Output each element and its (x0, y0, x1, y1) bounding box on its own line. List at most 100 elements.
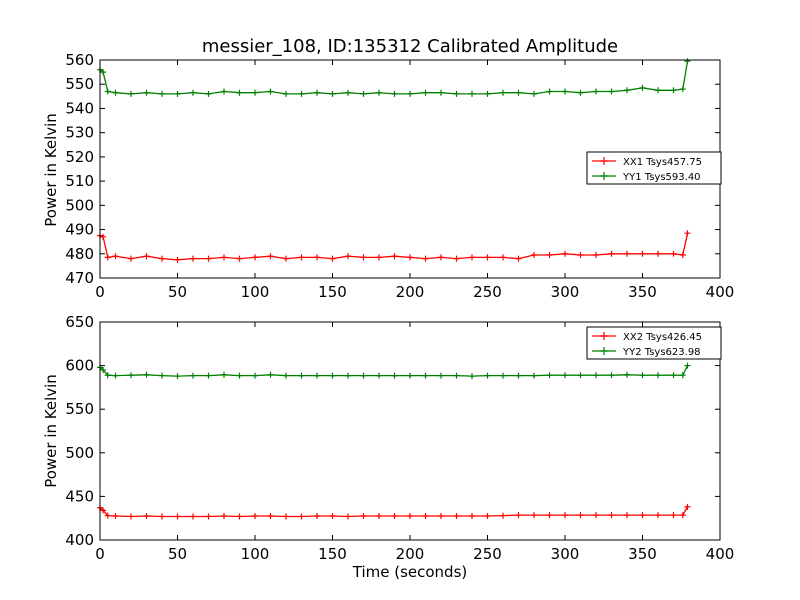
bottom-plot-x-tick-label: 0 (95, 545, 105, 563)
bottom-plot-y-tick-label: 400 (65, 531, 94, 549)
bottom-plot-series-1-point (531, 512, 537, 519)
top-plot-series-1-point (679, 251, 686, 258)
top-plot-series-1-point (438, 254, 444, 261)
top-plot-series-1-point (112, 253, 119, 260)
bottom-plot-series-2-point (639, 372, 646, 379)
bottom-plot-series-1-point (515, 512, 522, 519)
bottom-plot-series-1-point (624, 512, 630, 519)
top-plot-series-1-point (143, 253, 150, 260)
bottom-plot-series-2-point (608, 372, 615, 379)
top-plot-series-2-point (608, 88, 615, 95)
top-plot-series-1-point (500, 254, 506, 261)
bottom-plot-series-1-point (376, 513, 382, 520)
top-plot-series-2-point (500, 89, 506, 96)
bottom-plot-y-tick-label: 500 (65, 444, 94, 462)
top-plot-series-1-point (267, 253, 274, 260)
bottom-plot-series-2-point (100, 366, 107, 373)
bottom-plot-y-tick-label: 650 (65, 313, 94, 331)
bottom-plot-series-1-point (546, 512, 553, 519)
bottom-plot-series-1-point (267, 513, 274, 520)
bottom-plot-series-1-point (407, 513, 413, 520)
top-plot-legend-marker (600, 157, 608, 165)
bottom-plot-y-tick-label: 600 (65, 357, 94, 375)
bottom-plot-x-tick-label: 100 (241, 545, 270, 563)
top-plot-series-2-point (236, 89, 243, 96)
bottom-plot-series-1-point (422, 513, 429, 520)
bottom-plot-legend-marker (600, 347, 608, 355)
top-plot-legend-marker (600, 172, 608, 180)
top-plot-series-2-point (345, 89, 351, 96)
top-plot-x-tick-label: 50 (168, 283, 187, 301)
top-plot-series-1-point (422, 255, 429, 262)
bottom-plot-legend: XX2 Tsys426.45 YY2 Tsys623.98 (586, 326, 722, 360)
bottom-plot-series-1-point (500, 512, 506, 519)
top-plot-series-2-point (639, 84, 646, 91)
bottom-plot-x-tick-label: 200 (396, 545, 425, 563)
top-plot-series-2-point (670, 87, 677, 94)
bottom-plot-series-1-point (360, 513, 367, 520)
bottom-plot-series-1-point (484, 513, 491, 520)
top-plot-y-tick-label: 520 (65, 148, 94, 166)
bottom-plot-series-1-point (143, 513, 150, 520)
bottom-plot-series-1-point (236, 513, 243, 520)
top-plot-series-2-point (422, 89, 429, 96)
top-plot-series-1-point (453, 255, 460, 262)
bottom-plot-series-1-point (329, 513, 336, 520)
top-plot-y-tick-label: 550 (65, 75, 94, 93)
top-plot-series-2-point (407, 90, 413, 97)
bottom-plot-series-2-point (453, 372, 460, 379)
top-plot-series-1-point (531, 251, 537, 258)
bottom-plot-series-2-point (407, 372, 413, 379)
top-plot-x-tick-label: 300 (551, 283, 580, 301)
bottom-plot-series-2-point (684, 362, 691, 369)
bottom-plot-series-2-point (104, 372, 111, 379)
top-plot-series-1-point (407, 254, 413, 261)
bottom-plot-x-tick-label: 350 (628, 545, 657, 563)
bottom-plot-series-1-point (314, 513, 320, 520)
bottom-plot-series-2-point (329, 372, 336, 379)
top-plot-series-2-point (205, 90, 212, 97)
bottom-plot-x-tick-label: 250 (473, 545, 502, 563)
top-plot-series-2-point (252, 89, 258, 96)
top-plot-series-2-point (283, 90, 289, 97)
bottom-plot-series-1-point (684, 503, 691, 510)
top-plot-series-2-point (376, 89, 382, 96)
bottom-plot-series-2-point (190, 372, 196, 379)
top-plot-series-1-point (190, 255, 196, 262)
top-plot-x-tick-label: 200 (396, 283, 425, 301)
bottom-plot-series-1-point (252, 513, 258, 520)
top-plot-series-2-point (267, 88, 274, 95)
bottom-plot-y-tick-label: 550 (65, 400, 94, 418)
top-plot-series-1-point (360, 254, 367, 261)
bottom-plot-series-1-point (577, 512, 584, 519)
top-plot-series-2-point (624, 87, 630, 94)
top-plot-ylabel: Power in Kelvin (42, 113, 60, 227)
top-plot-series-1-point (314, 254, 320, 261)
top-plot-y-tick-label: 470 (65, 269, 94, 287)
top-plot-x-tick-label: 100 (241, 283, 270, 301)
bottom-plot-series-2-point (159, 372, 165, 379)
bottom-plot-series-2-point (422, 372, 429, 379)
bottom-plot-series-2-point (174, 373, 181, 380)
bottom-plot-x-tick-label: 300 (551, 545, 580, 563)
top-plot-series-1-point (283, 255, 289, 262)
bottom-plot-series-1-point (100, 507, 107, 514)
top-plot-series-2-point (438, 89, 444, 96)
top-plot-series-2-point (143, 89, 150, 96)
top-plot-x-tick-label: 150 (318, 283, 347, 301)
top-plot-series-1-point (684, 230, 691, 237)
top-plot-series-2-point (679, 86, 686, 93)
bottom-plot-panel: Power in Kelvin Time (seconds) 0 50 100 150… (42, 313, 734, 581)
top-plot-series-2-point (546, 88, 553, 95)
top-plot-series-1-point (562, 250, 568, 257)
top-plot-series-2-point (360, 90, 367, 97)
bottom-plot-series-1-point (655, 512, 661, 519)
top-plot-series-2-point (112, 89, 119, 96)
top-plot-series-2-point (391, 90, 398, 97)
top-plot-series-2-point (655, 87, 661, 94)
bottom-plot-series-1-point (391, 513, 398, 520)
bottom-plot-series-2-point (112, 372, 119, 379)
top-plot-series-1-point (546, 251, 553, 258)
bottom-plot-legend-label: XX2 Tsys426.45 (623, 332, 702, 343)
